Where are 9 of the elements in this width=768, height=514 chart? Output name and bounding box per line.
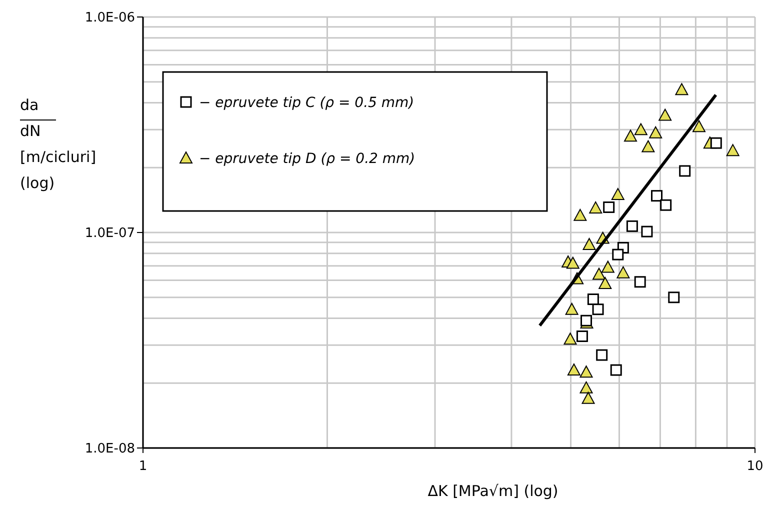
legend-label: − epruvete tip D (ρ = 0.2 mm) (199, 150, 416, 167)
y-axis-title: da dN [m/cicluri] (log) (20, 96, 96, 192)
y-tick-label: 1.0E-07 (84, 226, 135, 242)
legend-label: − epruvete tip C (ρ = 0.5 mm) (199, 94, 414, 111)
x-tick-label: 10 (746, 459, 764, 474)
y-tick-label: 1.0E-06 (84, 10, 135, 26)
y-tick-label: 1.0E-08 (84, 442, 135, 457)
x-tick-label: 1 (138, 459, 148, 474)
x-axis-title: ΔK [MPa√m] (log) (428, 482, 558, 500)
